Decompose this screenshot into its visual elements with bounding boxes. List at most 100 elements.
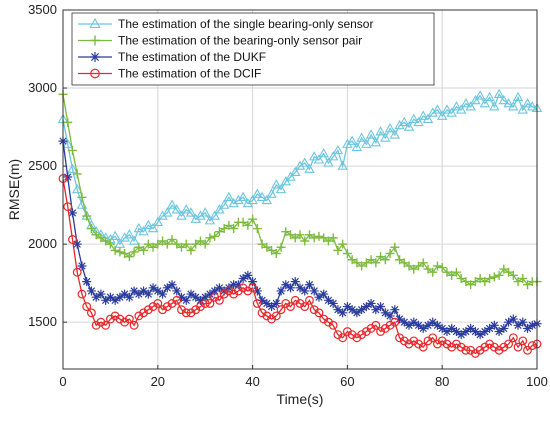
data-point [436,110,448,120]
series-layer [57,88,543,358]
data-point [167,299,177,308]
data-point [404,261,414,271]
x-tick-label: 40 [245,374,259,389]
data-point [91,320,101,330]
data-point [451,339,461,349]
data-point [77,192,87,202]
data-point [228,197,239,208]
data-point [286,283,296,293]
data-point [176,210,187,220]
data-point [191,239,201,249]
data-point [333,330,343,340]
series-3 [58,136,542,340]
data-point [508,314,518,324]
data-point [138,226,149,236]
data-point [323,236,333,246]
y-tick-label: 3500 [28,2,57,17]
data-point [200,292,210,302]
data-point [352,308,362,318]
data-point [508,101,519,111]
data-point [461,345,471,355]
data-point [280,176,291,186]
data-point [181,308,191,318]
data-point [395,314,405,324]
data-point [271,248,281,258]
data-point [480,342,490,352]
data-point [82,302,92,311]
data-point [191,292,201,302]
data-point [357,305,367,315]
data-point [375,126,386,136]
data-point [186,245,196,255]
data-point [370,137,382,147]
data-point [224,283,234,293]
data-point [480,327,490,337]
data-point [394,119,405,130]
data-point [304,163,315,173]
data-point [109,230,121,241]
data-point [129,320,139,330]
data-point [489,101,500,111]
data-point [460,98,472,108]
data-point [281,280,291,290]
data-point [376,302,386,312]
data-point [475,345,485,355]
data-point [333,305,343,315]
y-tick-label: 1500 [28,314,57,329]
data-point [498,94,510,105]
data-point [177,242,186,252]
data-point [177,305,186,315]
legend-item: The estimation of the single bearing-onl… [78,17,373,31]
data-point [218,199,230,209]
data-point [172,239,182,249]
data-point [470,327,480,337]
data-point [120,248,130,258]
data-point [143,239,153,249]
data-point [101,295,111,305]
data-point [257,295,267,305]
data-point [115,314,125,324]
data-point [77,261,87,271]
data-point [233,286,243,296]
data-point [252,299,262,308]
data-point [484,91,495,102]
data-point [171,204,182,214]
data-point [504,317,514,327]
data-point [158,305,167,315]
data-point [409,336,419,346]
data-point [352,333,362,343]
data-point [466,323,476,333]
data-point [347,305,357,315]
data-point [432,261,442,271]
data-point [181,239,191,249]
data-point [190,213,201,223]
data-point [295,230,305,240]
data-point [286,230,296,240]
data-point [143,289,153,299]
data-point [300,286,310,296]
data-point [237,191,249,202]
data-point [290,295,300,305]
data-point [233,194,244,205]
data-point [238,273,248,283]
data-point [229,289,239,299]
data-point [390,305,400,315]
data-point [318,147,329,158]
data-point [224,286,234,296]
data-point [447,323,457,333]
data-point [252,188,263,198]
data-point [248,277,258,287]
data-point [210,292,220,302]
data-point [196,302,205,311]
data-point [157,210,168,220]
legend-item: The estimation of the DUKF [78,50,266,64]
data-point [512,91,524,102]
data-point [295,299,305,308]
data-point [357,330,367,340]
data-point [229,224,239,234]
data-point [456,342,466,352]
data-point [214,283,224,293]
data-point [148,242,158,252]
data-point [357,261,367,271]
series-2 [58,89,542,290]
